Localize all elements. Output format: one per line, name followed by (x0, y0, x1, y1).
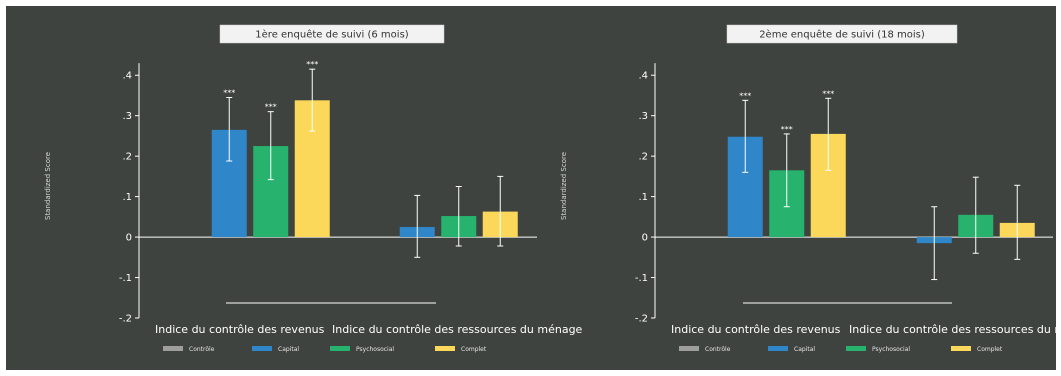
legend-swatch-contrôle (679, 346, 699, 351)
chart-background (6, 6, 1056, 370)
legend-swatch-capital (252, 346, 272, 351)
significance-label: *** (739, 91, 751, 100)
significance-label: *** (223, 88, 235, 97)
significance-label: *** (781, 125, 793, 134)
y-tick-label: .1 (122, 192, 132, 203)
chart-title-box (726, 24, 958, 44)
y-tick-label: .3 (122, 111, 132, 122)
y-tick-label: .4 (638, 71, 648, 82)
y-tick-label: .1 (638, 192, 648, 203)
legend-label-capital: Capital (278, 346, 299, 353)
chart-title: 1ère enquête de suivi (6 mois) (255, 29, 408, 41)
legend-swatch-capital (768, 346, 788, 351)
y-tick-label: .2 (122, 152, 132, 163)
legend-label-complet: Complet (461, 346, 487, 353)
y-tick-label: -.2 (119, 314, 132, 325)
y-tick-label: -.1 (119, 273, 132, 284)
legend-label-contrôle: Contrôle (189, 346, 215, 353)
y-tick-label: 0 (126, 233, 132, 244)
chart-title-box (219, 24, 445, 44)
legend-label-capital: Capital (794, 346, 815, 353)
legend-swatch-psychosocial (846, 346, 866, 351)
y-tick-label: 0 (642, 233, 648, 244)
category-label-2: Indice du contrôle des ressources du mén… (332, 323, 583, 336)
legend-swatch-contrôle (163, 346, 183, 351)
y-tick-label: .4 (122, 71, 132, 82)
y-axis-label: Standardized Score (44, 152, 52, 220)
legend-label-complet: Complet (977, 346, 1003, 353)
y-tick-label: -.1 (635, 273, 648, 284)
legend-label-contrôle: Contrôle (705, 346, 731, 353)
category-label-1: Indice du contrôle des revenus (671, 323, 841, 336)
category-label-1: Indice du contrôle des revenus (155, 323, 325, 336)
legend-swatch-complet (951, 346, 971, 351)
chart-title: 2ème enquête de suivi (18 mois) (759, 29, 925, 41)
y-tick-label: -.2 (635, 314, 648, 325)
legend-label-psychosocial: Psychosocial (872, 346, 910, 353)
y-axis-label: Standardized Score (560, 152, 568, 220)
chart-panel-1: 1ère enquête de suivi (6 mois) Standardiz… (44, 24, 583, 353)
legend-swatch-psychosocial (330, 346, 350, 351)
y-tick-label: .2 (638, 152, 648, 163)
y-tick-label: .3 (638, 111, 648, 122)
legend-label-psychosocial: Psychosocial (356, 346, 394, 353)
legend-swatch-complet (435, 346, 455, 351)
significance-label: *** (265, 103, 277, 112)
category-label-2: Indice du contrôle des ressources du mén… (849, 323, 1061, 336)
significance-label: *** (306, 60, 318, 69)
chart-panel-2: 2ème enquête de suivi (18 mois) Standardi… (560, 24, 1061, 353)
significance-label: *** (822, 89, 834, 98)
